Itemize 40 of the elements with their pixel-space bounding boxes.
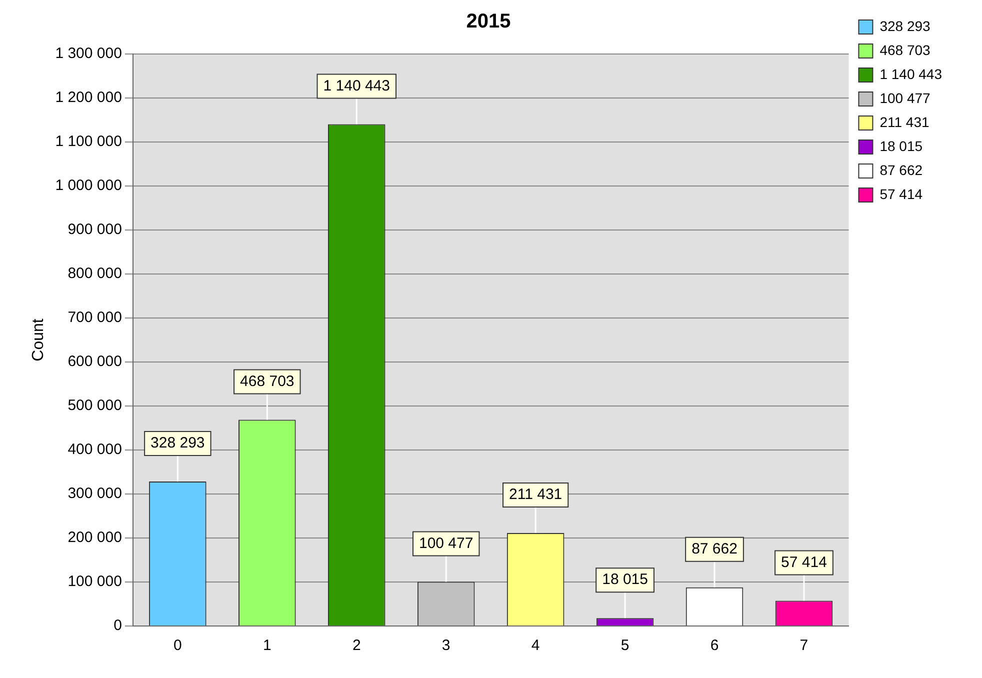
data-label: 100 477 [418, 534, 474, 552]
y-tick-label: 800 000 [68, 265, 122, 282]
x-tick-label: 5 [620, 637, 630, 654]
data-label: 468 703 [240, 372, 294, 390]
chart-title: 2015 [466, 10, 511, 33]
y-tick-label: 100 000 [68, 573, 122, 590]
y-tick-label: 1 300 000 [55, 45, 122, 62]
x-tick-label: 2 [352, 637, 361, 654]
y-tick-label: 700 000 [68, 309, 122, 326]
legend-label: 468 703 [880, 42, 931, 58]
y-tick-label: 1 200 000 [55, 89, 122, 106]
data-label: 57 414 [781, 554, 827, 571]
x-tick-label: 3 [442, 637, 450, 654]
legend-label: 87 662 [880, 162, 923, 178]
y-tick-label: 600 000 [68, 353, 122, 370]
data-label: 1 140 443 [323, 77, 390, 94]
x-tick-label: 7 [800, 637, 808, 654]
x-tick-label: 0 [173, 637, 182, 654]
y-tick-label: 1 000 000 [55, 177, 122, 194]
y-tick-label: 500 000 [68, 397, 122, 414]
legend-label: 100 477 [880, 90, 931, 106]
y-tick-label: 400 000 [68, 441, 122, 458]
x-tick-label: 4 [531, 637, 540, 654]
y-tick-label: 300 000 [68, 485, 122, 502]
legend-label: 18 015 [880, 138, 923, 154]
y-tick-label: 1 100 000 [55, 133, 122, 150]
legend-label: 57 414 [880, 186, 923, 202]
x-tick-label: 6 [710, 637, 719, 654]
data-label: 18 015 [602, 571, 648, 588]
data-label: 328 293 [150, 434, 205, 452]
data-label: 87 662 [692, 540, 738, 558]
y-tick-label: 0 [114, 617, 122, 634]
y-axis-title: Count [30, 318, 48, 362]
y-tick-label: 200 000 [68, 529, 122, 546]
y-tick-label: 900 000 [68, 221, 122, 238]
legend-label: 1 140 443 [880, 66, 942, 82]
legend-label: 328 293 [880, 18, 931, 34]
x-tick-label: 1 [262, 637, 272, 654]
data-label: 211 431 [509, 486, 562, 504]
legend-label: 211 431 [880, 114, 930, 130]
